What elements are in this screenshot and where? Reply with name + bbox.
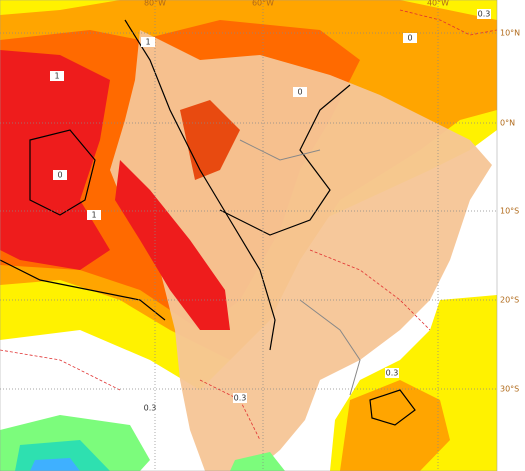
contour-label-bg [477,9,491,19]
contour-label: 0.3 [143,403,157,413]
contour-label-bg [143,403,157,413]
contour-label: 0 [293,87,307,97]
contour-label-bg [50,71,64,81]
longitude-label: 80°W [144,0,166,8]
latitude-label: 10°N [500,29,520,38]
contour-label-bg [403,33,417,43]
contour-label: 1 [87,210,101,220]
contour-label-text: 0.3 [386,369,399,378]
contour-label-text: 0 [407,34,412,43]
contour-label: 0.3 [385,368,399,378]
map-field [0,0,497,471]
latitude-label: 20°S [500,296,519,305]
contour-label-text: 0.3 [234,394,247,403]
contour-label-bg [233,393,247,403]
contour-label-text: 0.3 [478,10,491,19]
longitude-label: 60°W [252,0,274,8]
contour-label-text: 0 [57,171,62,180]
longitude-label: 40°W [427,0,449,8]
latitude-label: 30°S [500,385,519,394]
latitude-label: 10°S [500,207,519,216]
contour-label: 0.3 [477,9,491,19]
contour-label-text: 1 [54,72,59,81]
contour-label-bg [53,170,67,180]
contour-label: 0 [403,33,417,43]
contour-label-bg [141,37,155,47]
contour-label-text: 1 [145,38,150,47]
latitude-label: 0°N [500,119,515,128]
contour-label-bg [87,210,101,220]
map-frame [0,0,498,471]
contour-label: 0 [53,170,67,180]
contour-label: 0.3 [233,393,247,403]
contour-label-bg [385,368,399,378]
contour-label-text: 1 [91,211,96,220]
contour-label-text: 0 [297,88,302,97]
contour-label: 1 [141,37,155,47]
contour-label-text: 0.3 [144,404,157,413]
contour-label-bg [293,87,307,97]
contour-label: 1 [50,71,64,81]
